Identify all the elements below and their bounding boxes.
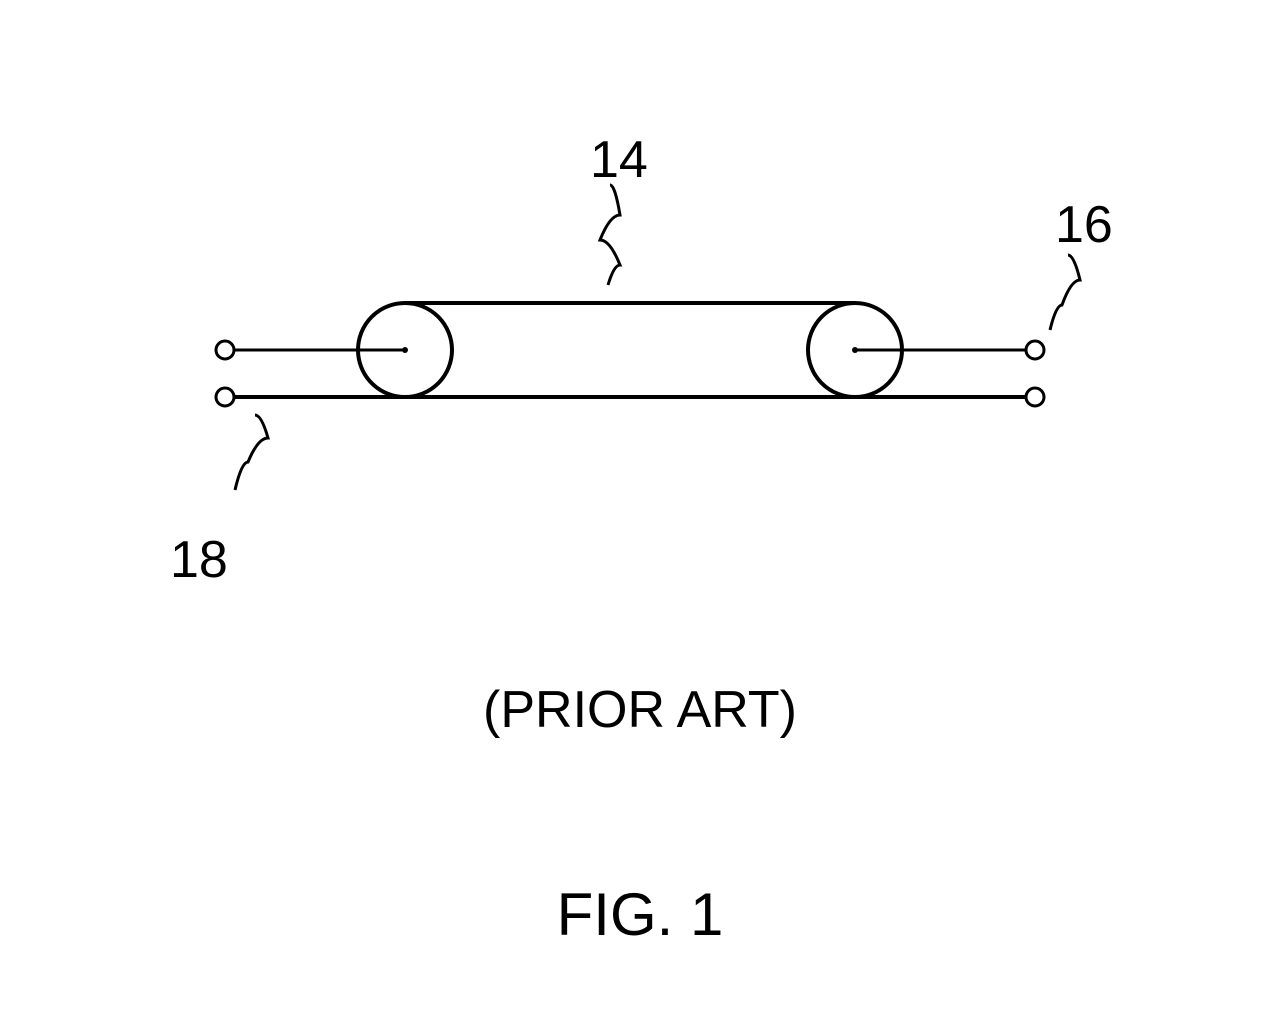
- label-14: 14: [590, 130, 648, 190]
- terminal-right-top: [1026, 341, 1044, 359]
- left-center-dot: [402, 347, 408, 353]
- label-16: 16: [1055, 195, 1113, 255]
- caption-figure: FIG. 1: [557, 880, 724, 949]
- callout-14-line: [600, 185, 620, 285]
- caption-prior-art: (PRIOR ART): [483, 680, 797, 740]
- figure-stage: 14 16 18 (PRIOR ART) FIG. 1: [0, 0, 1283, 1026]
- callout-18-line: [235, 415, 268, 490]
- terminal-left-top: [216, 341, 234, 359]
- callout-16-line: [1050, 255, 1080, 330]
- terminal-right-bot: [1026, 388, 1044, 406]
- label-18: 18: [170, 530, 228, 590]
- terminal-left-bot: [216, 388, 234, 406]
- right-center-dot: [852, 347, 858, 353]
